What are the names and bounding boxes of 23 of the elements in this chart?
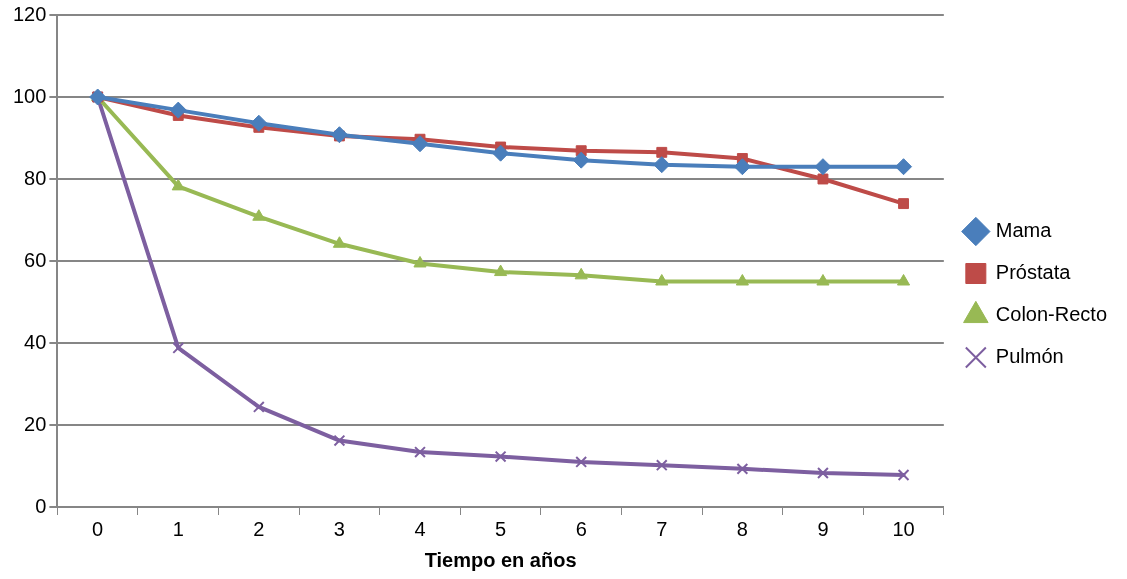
x-tick-label: 4 <box>414 517 426 540</box>
x-tick-label: 8 <box>736 517 748 540</box>
y-tick-label: 120 <box>12 2 47 25</box>
y-tick-label: 40 <box>24 330 47 353</box>
x-tick-label: 7 <box>656 517 668 540</box>
x-tick-label: 6 <box>575 517 587 540</box>
legend-label: Pulmón <box>995 345 1064 368</box>
x-tick-label: 5 <box>495 517 507 540</box>
x-axis-title: Tiempo en años <box>424 548 577 571</box>
x-tick-label: 1 <box>172 517 184 540</box>
x-tick-label: 3 <box>333 517 345 540</box>
x-tick-label: 9 <box>817 517 829 540</box>
x-tick-label: 0 <box>92 517 104 540</box>
legend-label: Mama <box>995 219 1053 242</box>
x-tick-label: 2 <box>253 517 265 540</box>
x-tick-label: 10 <box>892 517 915 540</box>
legend-label: Colon-Recto <box>995 303 1108 326</box>
y-tick-label: 100 <box>12 84 47 107</box>
y-tick-label: 20 <box>24 412 47 435</box>
legend-label: Próstata <box>995 261 1072 284</box>
y-tick-label: 80 <box>24 166 47 189</box>
y-tick-label: 0 <box>35 494 47 517</box>
y-tick-label: 60 <box>24 248 47 271</box>
